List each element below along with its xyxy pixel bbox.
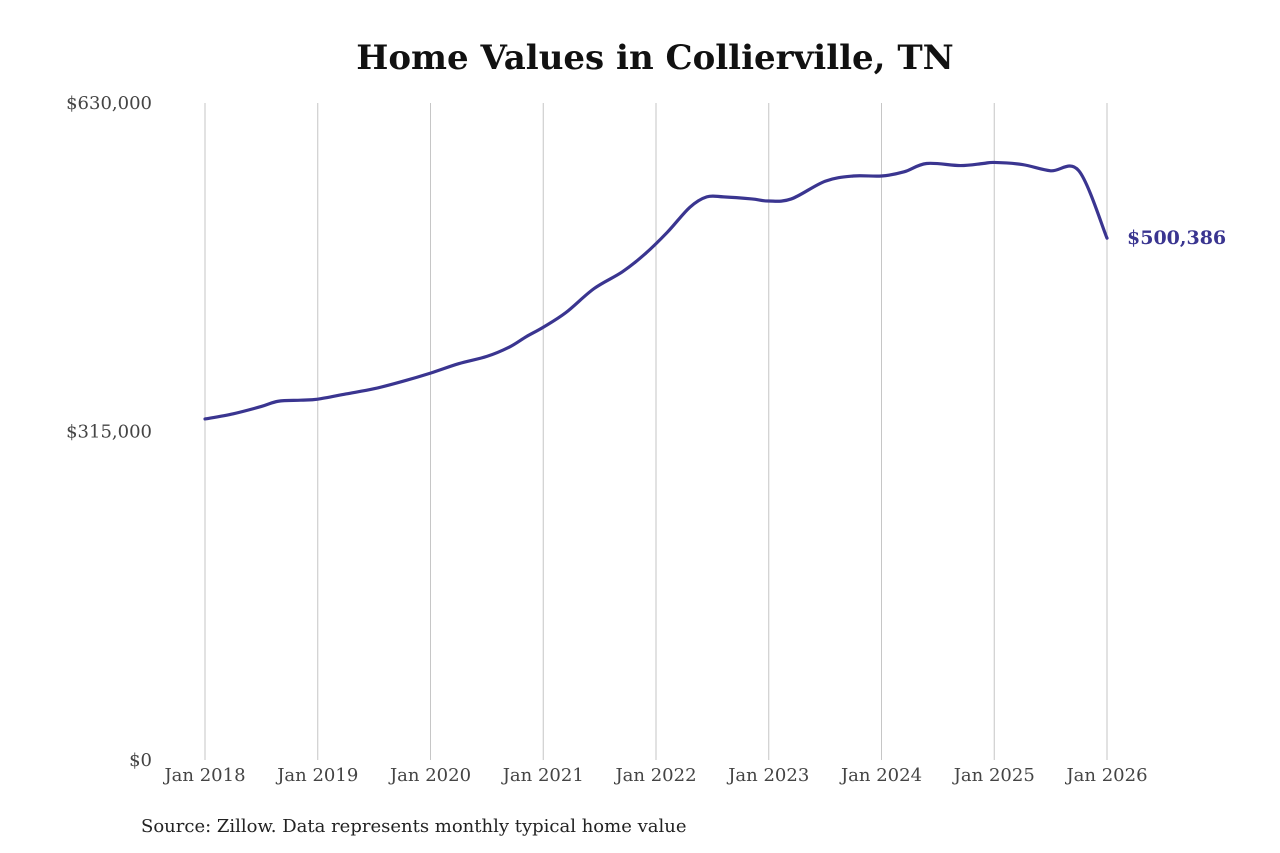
y-tick-label: $630,000 [66,93,152,114]
y-tick-label: $0 [129,750,152,771]
series-line [203,160,1109,421]
x-axis-ticks: Jan 2018 Jan 2019 Jan 2020 Jan 2021 Jan 2022… [162,765,1147,786]
last-value-label: $500,386 [1127,227,1226,249]
gridlines [204,103,1108,760]
x-tick-label: Jan 2020 [388,765,471,786]
x-tick-label: Jan 2018 [162,765,245,786]
x-tick-label: Jan 2023 [726,765,809,786]
y-tick-label: $315,000 [66,422,152,443]
series-layer [203,160,1109,421]
y-axis-ticks: $0 $315,000 $630,000 [66,93,152,771]
x-tick-label: Jan 2022 [613,765,696,786]
x-tick-label: Jan 2025 [952,765,1035,786]
x-tick-label: Jan 2024 [839,765,922,786]
x-tick-label: Jan 2021 [501,765,584,786]
x-tick-label: Jan 2026 [1064,765,1147,786]
chart-title: Home Values in Collierville, TN [356,38,954,78]
source-note: Source: Zillow. Data represents monthly … [141,816,687,837]
x-tick-label: Jan 2019 [275,765,358,786]
